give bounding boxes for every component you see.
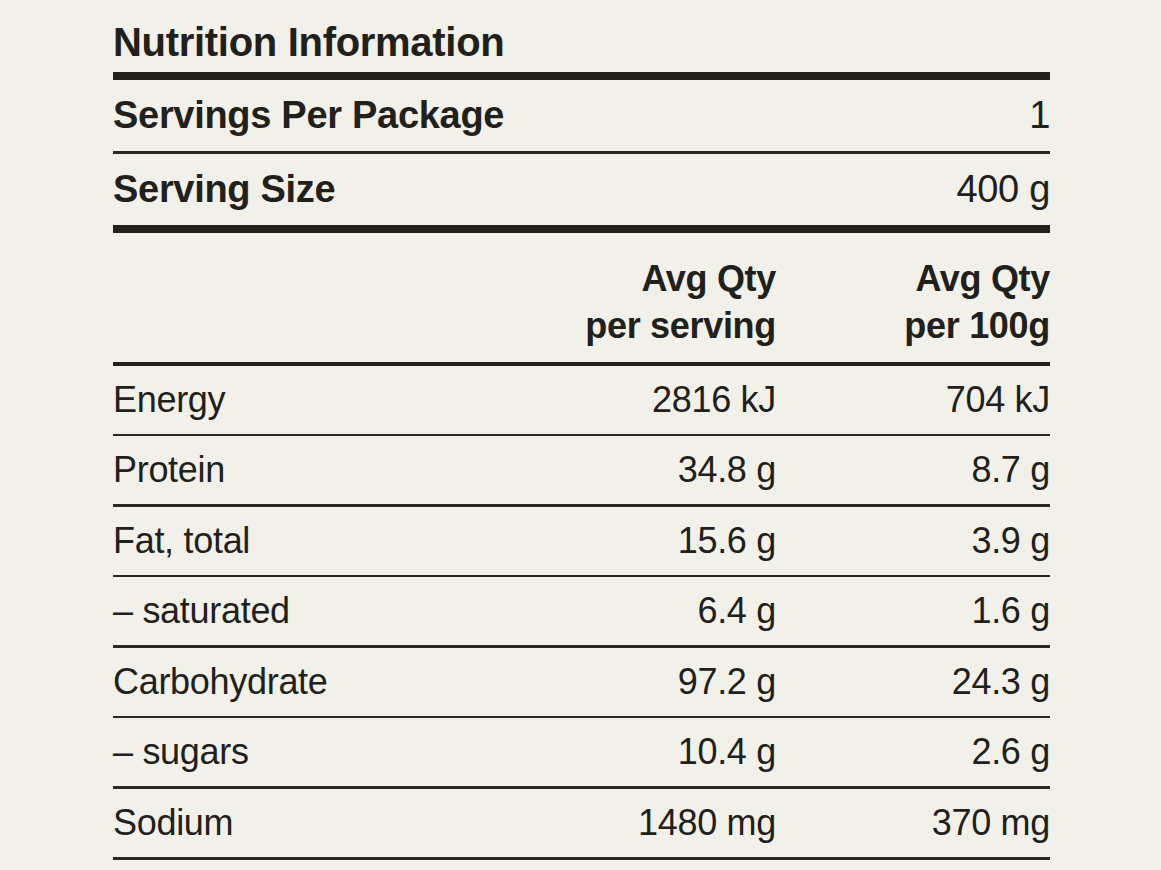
nutrient-label: Energy bbox=[113, 379, 556, 421]
table-row-carbohydrate: Carbohydrate 97.2 g 24.3 g bbox=[113, 648, 1050, 716]
divider-thick-mid bbox=[113, 225, 1050, 233]
per-100g-value: 8.7 g bbox=[776, 449, 1050, 491]
table-row-sodium: Sodium 1480 mg 370 mg bbox=[113, 789, 1050, 857]
serving-size-label: Serving Size bbox=[113, 168, 335, 211]
column-header-per-100g: Avg Qty per 100g bbox=[776, 255, 1050, 362]
column-header-per-100g-line2: per 100g bbox=[776, 302, 1050, 349]
per-serving-value: 6.4 g bbox=[556, 590, 776, 632]
servings-per-package-value: 1 bbox=[1029, 94, 1050, 137]
nutrient-label: Carbohydrate bbox=[113, 661, 556, 703]
column-header-row: Avg Qty per serving Avg Qty per 100g bbox=[113, 233, 1050, 362]
table-row-protein: Protein 34.8 g 8.7 g bbox=[113, 436, 1050, 504]
per-100g-value: 704 kJ bbox=[776, 379, 1050, 421]
column-header-per-serving-line1: Avg Qty bbox=[556, 255, 776, 302]
servings-per-package-label: Servings Per Package bbox=[113, 94, 504, 137]
column-header-per-serving-line2: per serving bbox=[556, 302, 776, 349]
servings-per-package-row: Servings Per Package 1 bbox=[113, 80, 1050, 151]
nutrient-label: Fat, total bbox=[113, 520, 556, 562]
per-100g-value: 370 mg bbox=[776, 802, 1050, 844]
per-serving-value: 34.8 g bbox=[556, 449, 776, 491]
per-100g-value: 1.6 g bbox=[776, 590, 1050, 632]
divider-bottom bbox=[113, 857, 1050, 861]
serving-size-row: Serving Size 400 g bbox=[113, 154, 1050, 225]
per-100g-value: 3.9 g bbox=[776, 520, 1050, 562]
per-100g-value: 24.3 g bbox=[776, 661, 1050, 703]
column-header-per-100g-line1: Avg Qty bbox=[776, 255, 1050, 302]
table-row-energy: Energy 2816 kJ 704 kJ bbox=[113, 366, 1050, 434]
nutrient-label: Protein bbox=[113, 449, 556, 491]
per-serving-value: 10.4 g bbox=[556, 731, 776, 773]
nutrient-label: – sugars bbox=[113, 731, 556, 773]
nutrient-label: Sodium bbox=[113, 802, 556, 844]
nutrient-label: – saturated bbox=[113, 590, 556, 632]
per-serving-value: 1480 mg bbox=[556, 802, 776, 844]
table-row-sugars: – sugars 10.4 g 2.6 g bbox=[113, 718, 1050, 786]
table-row-saturated: – saturated 6.4 g 1.6 g bbox=[113, 577, 1050, 645]
per-serving-value: 97.2 g bbox=[556, 661, 776, 703]
column-header-per-serving: Avg Qty per serving bbox=[556, 255, 776, 362]
table-row-fat-total: Fat, total 15.6 g 3.9 g bbox=[113, 507, 1050, 575]
panel-title: Nutrition Information bbox=[113, 0, 1050, 72]
per-serving-value: 2816 kJ bbox=[556, 379, 776, 421]
per-serving-value: 15.6 g bbox=[556, 520, 776, 562]
per-100g-value: 2.6 g bbox=[776, 731, 1050, 773]
serving-size-value: 400 g bbox=[956, 168, 1050, 211]
divider-thick-top bbox=[113, 72, 1050, 80]
nutrition-panel: Nutrition Information Servings Per Packa… bbox=[113, 0, 1050, 860]
